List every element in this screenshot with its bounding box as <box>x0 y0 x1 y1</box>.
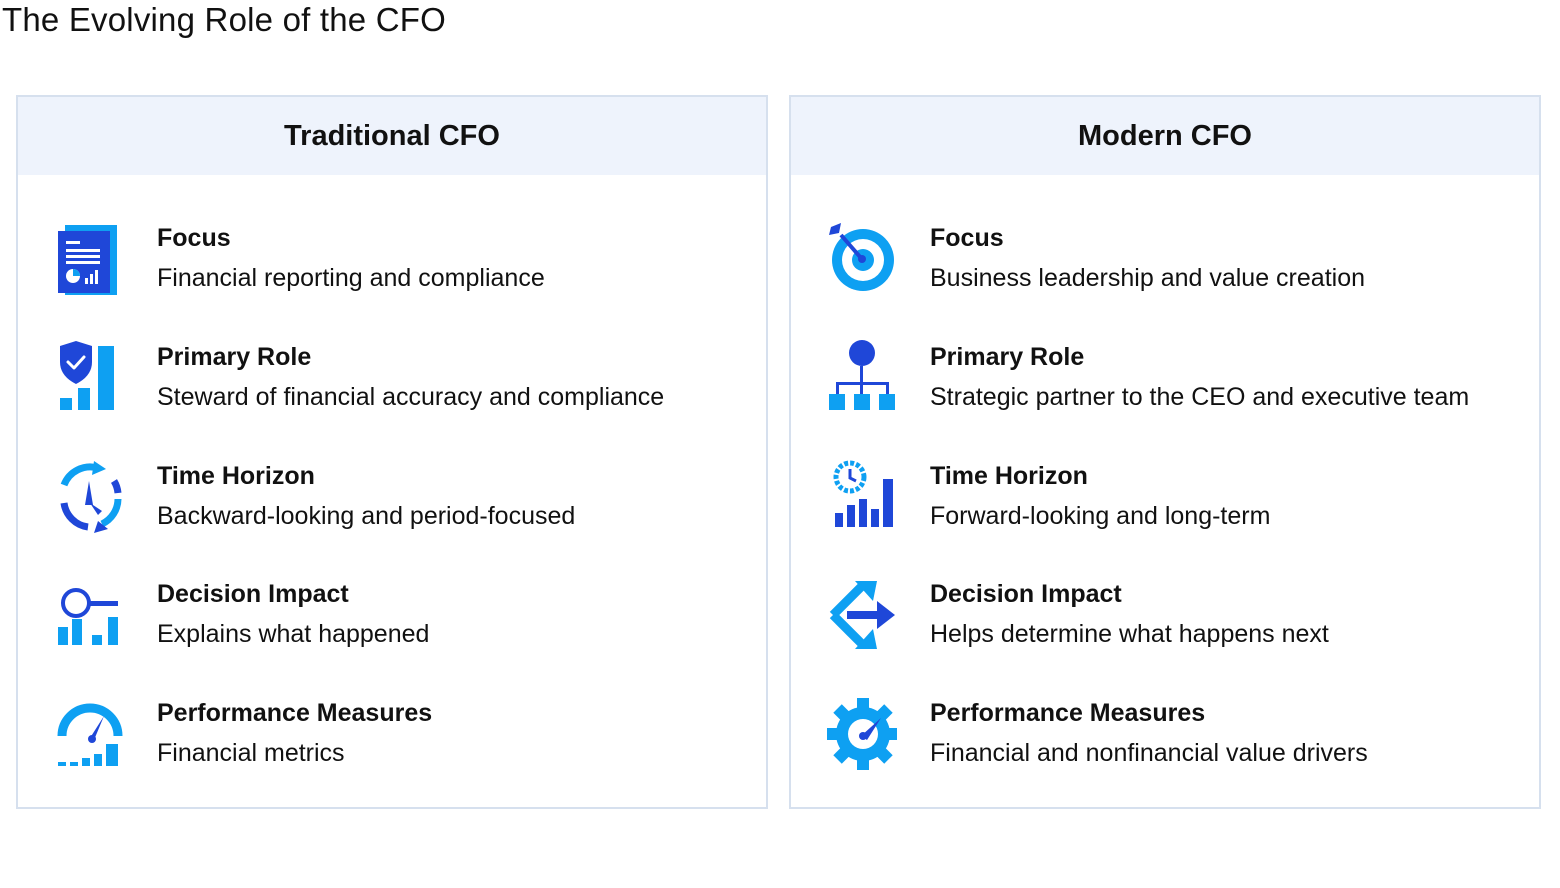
item-value: Strategic partner to the CEO and executi… <box>930 383 1470 411</box>
item-value: Financial metrics <box>157 739 345 767</box>
shield-bars-icon <box>54 340 124 416</box>
item-label: Time Horizon <box>157 462 315 490</box>
modern-decision-impact-row: Decision Impact Helps determine what hap… <box>791 577 1539 677</box>
item-label: Primary Role <box>157 343 312 371</box>
item-label: Performance Measures <box>930 699 1206 727</box>
traditional-time-horizon-row: Time Horizon Backward-looking and period… <box>18 459 766 559</box>
target-dart-icon <box>827 221 897 297</box>
item-value: Financial and nonfinancial value drivers <box>930 739 1368 767</box>
traditional-focus-row: Focus Financial reporting and compliance <box>18 221 766 321</box>
item-label: Decision Impact <box>930 580 1122 608</box>
item-label: Focus <box>157 224 231 252</box>
traditional-cfo-panel: Traditional CFO Focus Financial reportin… <box>16 95 768 809</box>
traditional-primary-role-row: Primary Role Steward of financial accura… <box>18 340 766 440</box>
gear-gauge-icon <box>827 696 897 772</box>
traditional-decision-impact-row: Decision Impact Explains what happened <box>18 577 766 677</box>
item-label: Primary Role <box>930 343 1085 371</box>
modern-time-horizon-row: Time Horizon Forward-looking and long-te… <box>791 459 1539 559</box>
magnifier-bars-icon <box>54 577 124 653</box>
clock-growth-icon <box>827 459 897 535</box>
report-document-icon <box>54 221 124 297</box>
gauge-bars-icon <box>54 696 124 772</box>
clock-cycle-icon <box>54 459 124 535</box>
org-chart-icon <box>827 340 897 416</box>
panel-heading: Traditional CFO <box>18 97 766 175</box>
item-label: Performance Measures <box>157 699 433 727</box>
item-value: Explains what happened <box>157 620 430 648</box>
item-label: Focus <box>930 224 1004 252</box>
item-value: Backward-looking and period-focused <box>157 502 576 530</box>
panel-heading: Modern CFO <box>791 97 1539 175</box>
traditional-performance-measures-row: Performance Measures Financial metrics <box>18 696 766 796</box>
item-value: Steward of financial accuracy and compli… <box>157 383 665 411</box>
modern-performance-measures-row: Performance Measures Financial and nonfi… <box>791 696 1539 796</box>
page-title: The Evolving Role of the CFO <box>2 1 446 38</box>
item-value: Helps determine what happens next <box>930 620 1329 648</box>
modern-primary-role-row: Primary Role Strategic partner to the CE… <box>791 340 1539 440</box>
modern-focus-row: Focus Business leadership and value crea… <box>791 221 1539 321</box>
item-value: Business leadership and value creation <box>930 264 1365 292</box>
item-label: Time Horizon <box>930 462 1088 490</box>
item-value: Forward-looking and long-term <box>930 502 1271 530</box>
modern-cfo-panel: Modern CFO Focus Business leadership and… <box>789 95 1541 809</box>
item-label: Decision Impact <box>157 580 349 608</box>
item-value: Financial reporting and compliance <box>157 264 545 292</box>
decision-arrows-icon <box>827 577 897 653</box>
